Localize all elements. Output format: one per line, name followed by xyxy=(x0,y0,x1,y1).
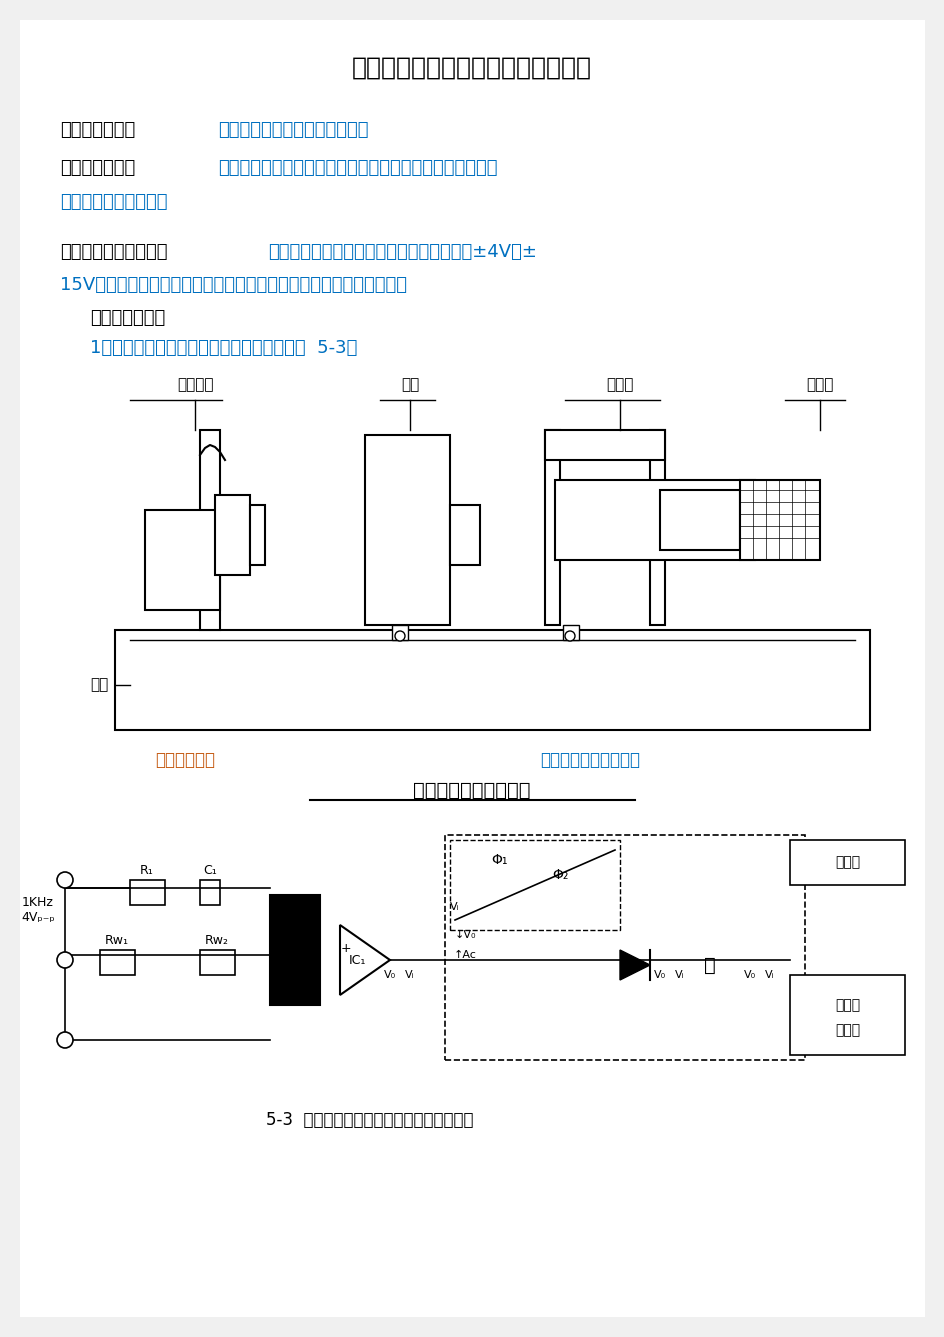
Circle shape xyxy=(57,1032,73,1048)
Text: 15V、测微头、数显单元，相敏检波、移相、滤波模板、双线示波器。: 15V、测微头、数显单元，相敏检波、移相、滤波模板、双线示波器。 xyxy=(59,275,407,294)
Bar xyxy=(364,435,449,624)
Bar xyxy=(449,840,619,931)
Text: 1、传感器安装如下图，实验模板上连线见图  5-3。: 1、传感器安装如下图，实验模板上连线见图 5-3。 xyxy=(90,340,357,357)
Bar xyxy=(789,975,904,1055)
Text: 1KHz
4Vₚ₋ₚ: 1KHz 4Vₚ₋ₚ xyxy=(21,896,55,924)
Text: V₀: V₀ xyxy=(383,971,396,980)
Bar xyxy=(649,431,665,624)
Text: 霍尔元件: 霍尔元件 xyxy=(177,377,213,393)
Text: 一、实验目的：: 一、实验目的： xyxy=(59,122,135,139)
Bar xyxy=(144,509,220,610)
Text: 了解交流激励时霍尔片的特性。: 了解交流激励时霍尔片的特性。 xyxy=(218,122,368,139)
Text: 四、实验步骤：: 四、实验步骤： xyxy=(90,309,165,328)
Text: ↓V₀: ↓V₀ xyxy=(454,931,475,940)
Text: +: + xyxy=(341,941,351,955)
Text: 测微头: 测微头 xyxy=(805,377,833,393)
Text: V₀: V₀ xyxy=(743,971,755,980)
Text: 磁钢: 磁钢 xyxy=(90,678,109,693)
Circle shape xyxy=(57,952,73,968)
Text: 模板: 模板 xyxy=(400,377,419,393)
Bar xyxy=(250,505,264,566)
Text: 数显表: 数显表 xyxy=(834,1023,860,1038)
Text: ↑Ac: ↑Ac xyxy=(453,951,476,960)
Polygon shape xyxy=(619,951,649,980)
Text: Vᵢ: Vᵢ xyxy=(674,971,684,980)
Text: 交流激励时霍尔式传感器的位移实验: 交流激励时霍尔式传感器的位移实验 xyxy=(351,56,591,80)
Text: Rw₂: Rw₂ xyxy=(205,933,228,947)
Text: 不同之处是测量电路。: 不同之处是测量电路。 xyxy=(59,193,167,211)
Text: 霍尔传感器实验模板、霍尔传感器、直流源±4V、±: 霍尔传感器实验模板、霍尔传感器、直流源±4V、± xyxy=(268,243,536,261)
Bar xyxy=(545,431,665,460)
Text: 〜: 〜 xyxy=(703,956,716,975)
Bar xyxy=(563,624,579,640)
Bar xyxy=(789,840,904,885)
Polygon shape xyxy=(340,925,390,995)
Text: Vᵢ: Vᵢ xyxy=(405,971,414,980)
Bar xyxy=(100,951,135,975)
Text: Vᵢ: Vᵢ xyxy=(449,902,460,912)
Bar xyxy=(545,431,560,624)
Text: 5-3  交流激励时霍尔传感器位移实验接线图: 5-3 交流激励时霍尔传感器位移实验接线图 xyxy=(266,1111,473,1128)
Bar xyxy=(130,880,165,905)
Circle shape xyxy=(395,631,405,640)
Text: Rw₁: Rw₁ xyxy=(105,933,129,947)
Bar xyxy=(659,489,739,550)
Text: 小波器: 小波器 xyxy=(834,854,860,869)
Text: 三、需用器件与单元：: 三、需用器件与单元： xyxy=(59,243,167,261)
Circle shape xyxy=(565,631,574,640)
Text: Φ₂: Φ₂ xyxy=(551,868,567,882)
Text: Φ₁: Φ₁ xyxy=(491,853,508,866)
Text: 霍尔传感器安装示意图: 霍尔传感器安装示意图 xyxy=(413,781,531,800)
Bar xyxy=(445,836,804,1060)
Text: R₁: R₁ xyxy=(140,864,154,877)
Bar xyxy=(200,880,220,905)
Text: 二、基本原理：: 二、基本原理： xyxy=(59,159,135,176)
Bar xyxy=(115,630,869,730)
Text: C₁: C₁ xyxy=(203,864,216,877)
Text: 主控台: 主控台 xyxy=(834,997,860,1012)
Bar xyxy=(739,480,819,560)
Bar xyxy=(200,431,220,630)
Bar xyxy=(554,480,754,560)
Text: Vᵢ: Vᵢ xyxy=(765,971,774,980)
Bar xyxy=(449,505,480,566)
Text: 测量架: 测量架 xyxy=(606,377,633,393)
Circle shape xyxy=(57,872,73,888)
Bar xyxy=(215,495,250,575)
Bar xyxy=(270,894,320,1005)
Bar xyxy=(392,624,408,640)
Text: 交流激励时霍尔元件与直流激励一样，基本工作原理相同，: 交流激励时霍尔元件与直流激励一样，基本工作原理相同， xyxy=(218,159,497,176)
Text: 霍尔实验模板: 霍尔实验模板 xyxy=(155,751,215,769)
Text: V₀: V₀ xyxy=(653,971,666,980)
Text: 移相、相敏、低通模板: 移相、相敏、低通模板 xyxy=(539,751,639,769)
Bar xyxy=(200,951,235,975)
Text: IC₁: IC₁ xyxy=(348,953,365,967)
